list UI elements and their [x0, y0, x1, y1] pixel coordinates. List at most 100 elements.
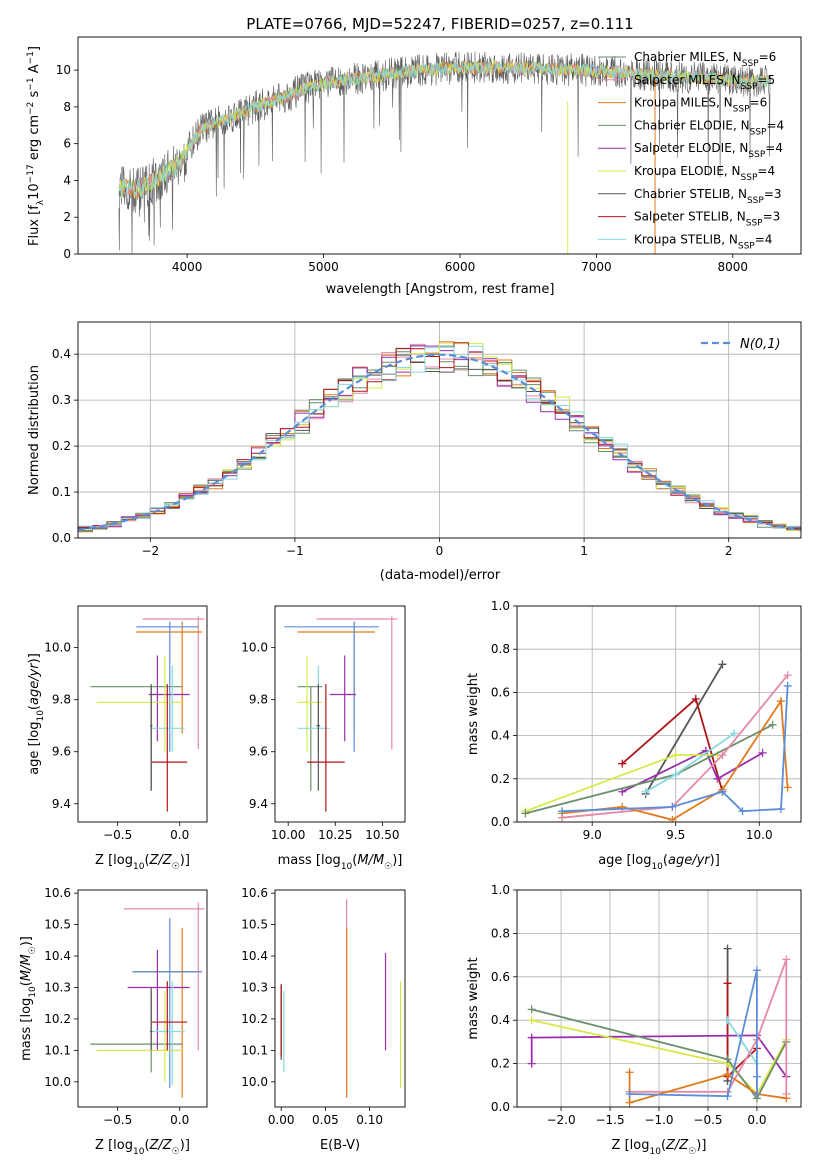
- label-part: 10: [36, 710, 46, 722]
- axes-frame: [77, 605, 208, 823]
- mass-weight-line: [562, 698, 789, 821]
- x-tick-label: −0.5: [693, 1113, 722, 1127]
- y-tick-label: 9.6: [52, 745, 71, 759]
- x-tick-label: 10.0: [746, 828, 773, 842]
- label-part: =3: [763, 210, 781, 224]
- mass-weight-marker: [752, 966, 761, 975]
- y-tick-label: 10: [56, 63, 71, 77]
- y-tick-label: 10.4: [241, 949, 268, 963]
- y-tick-label: 10.0: [241, 641, 268, 655]
- mass-weight-line: [644, 663, 724, 795]
- label-part: ☉: [688, 1147, 696, 1157]
- y-tick-label: 4: [63, 173, 71, 187]
- label-part: Kroupa ELODIE, N: [634, 164, 741, 178]
- label-part: Chabrier STELIB, N: [634, 187, 747, 201]
- x-tick-label: −0.5: [103, 828, 132, 842]
- axes-frame: [516, 889, 802, 1108]
- mass-weight-marker: [558, 807, 567, 816]
- mass-weight-marker: [723, 1092, 732, 1101]
- y-tick-label: 1.0: [491, 883, 510, 897]
- mass-weight-marker: [776, 697, 785, 706]
- label-part: −2: [26, 102, 36, 115]
- label-part: Z/Z: [149, 1138, 173, 1153]
- spectrum-chart: 4000 5000 6000 7000 8000 0 2 4 6 8 10 wavelength [A…: [26, 36, 802, 297]
- label-part: mass [log: [19, 998, 34, 1061]
- plot-area: [527, 944, 791, 1107]
- legend-entry: Salpeter ELODIE, NSSP=4: [634, 141, 783, 160]
- y-tick-label: 0.1: [52, 485, 71, 499]
- residuals-chart: −2 −1 0 1 2 0.0 0.1 0.2 0.3 0.4 (data-model)/error…: [27, 321, 802, 583]
- y-tick-label: 0.6: [491, 970, 510, 984]
- x-axis-label: (data-model)/error: [380, 568, 501, 583]
- y-tick-label: 0.6: [491, 685, 510, 699]
- legend-entry: Chabrier MILES, NSSP=6: [634, 50, 776, 69]
- y-tick-label: 9.4: [52, 797, 71, 811]
- x-tick-label: 0.05: [312, 1113, 339, 1127]
- label-part: SSP: [741, 82, 758, 92]
- label-part: 10: [133, 1147, 145, 1157]
- y-tick-label: 10.2: [44, 1012, 71, 1026]
- label-part: ]: [27, 46, 42, 51]
- spectrum-line: [118, 60, 771, 199]
- label-part: =3: [764, 187, 782, 201]
- label-part: Z/Z: [665, 1138, 689, 1153]
- x-axis-label: Z [log10(Z/Z☉)]: [95, 853, 190, 872]
- legend-entry: N(0,1): [740, 337, 781, 352]
- label-part: )]: [19, 936, 34, 946]
- x-tick-label: 0.0: [170, 828, 189, 842]
- y-tick-label: 0.8: [491, 926, 510, 940]
- y-tick-label: 0.8: [491, 642, 510, 656]
- label-part: SSP: [748, 150, 765, 160]
- x-tick-label: 0.0: [747, 1113, 766, 1127]
- mass-weight-marker: [730, 729, 739, 738]
- y-tick-label: 0.3: [52, 393, 71, 407]
- axes-frame: [274, 889, 406, 1108]
- x-tick-label: 2: [725, 544, 733, 558]
- label-part: (: [661, 1138, 666, 1153]
- mass-weight-marker: [668, 802, 677, 811]
- mass-weight-marker: [671, 751, 680, 760]
- y-tick-label: 10.0: [241, 1075, 268, 1089]
- mass-weight-marker: [738, 807, 747, 816]
- label-part: (: [19, 981, 34, 986]
- x-tick-label: −2: [141, 544, 159, 558]
- label-part: SSP: [738, 241, 755, 251]
- label-part: (: [663, 853, 668, 868]
- mass-weight-line: [621, 697, 724, 793]
- x-axis-label: wavelength [Angstrom, rest frame]: [326, 282, 555, 297]
- label-part: =6: [750, 96, 768, 110]
- y-axis-label: mass [log10(M/M☉)]: [19, 936, 38, 1061]
- plot-area: [78, 341, 801, 534]
- y-tick-label: 0: [63, 247, 71, 261]
- x-tick-label: 8000: [718, 260, 749, 274]
- y-tick-label: 9.6: [249, 745, 268, 759]
- x-tick-label: −2.0: [546, 1113, 575, 1127]
- mass-weight-line: [530, 1034, 788, 1078]
- mass-weight-line: [621, 749, 764, 793]
- y-tick-label: 10.0: [44, 641, 71, 655]
- label-part: =6: [759, 50, 777, 64]
- mass-weight-marker: [625, 1089, 634, 1098]
- y-tick-label: 0.4: [52, 347, 71, 361]
- plot-area: [90, 616, 205, 812]
- mass-weight-marker: [718, 660, 727, 669]
- label-part: Salpeter STELIB, N: [634, 210, 746, 224]
- label-part: SSP: [746, 219, 763, 229]
- y-tick-label: 0.0: [52, 531, 71, 545]
- label-part: (: [144, 853, 149, 868]
- y-tick-label: 10.6: [44, 886, 71, 900]
- plot-area: [284, 616, 398, 812]
- mass-weight-marker: [783, 671, 792, 680]
- label-part: SSP: [742, 59, 759, 69]
- massweight-vs-Z-chart: −2.0 −1.5 −1.0 −0.5 0.0 0.0 0.2 0.4 0.6 0.8 1.0 Z […: [466, 883, 802, 1157]
- label-part: 10: [651, 862, 663, 872]
- label-part: Salpeter ELODIE, N: [634, 141, 748, 155]
- x-tick-label: 6000: [445, 260, 476, 274]
- legend-entry: Salpeter MILES, NSSP=5: [634, 73, 775, 92]
- x-tick-label: 4000: [172, 260, 203, 274]
- label-part: =4: [755, 232, 773, 246]
- y-axis-label: Flux [fλ10−17 erg cm−2 s−1 A−1]: [26, 46, 46, 246]
- axes-frame: [516, 605, 802, 823]
- label-part: M/M: [19, 954, 34, 981]
